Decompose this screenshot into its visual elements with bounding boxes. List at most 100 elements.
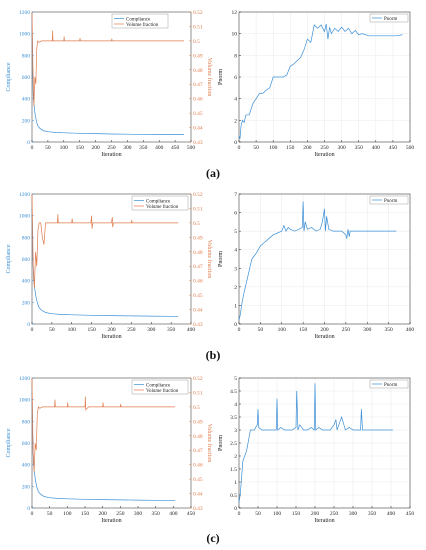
y-right-tick-label: 0.48 [193, 250, 203, 256]
x-tick-label: 100 [60, 145, 69, 151]
compliance-volume-chart-b: 0 50 100 150 200 250 300 350 400 0 200 400 600 800 100… [6, 192, 213, 340]
x-tick-label: 250 [116, 511, 125, 517]
volume-fraction-line [31, 193, 179, 288]
y-right-tick-label: 0.46 [193, 97, 203, 103]
x-tick-label: 0 [238, 327, 241, 333]
y-right-tick-label: 0.52 [193, 376, 203, 382]
y-axis-title: Pnorm [218, 69, 224, 85]
y-left-tick-label: 0 [27, 322, 30, 328]
y-left-tick-label: 1000 [19, 398, 30, 404]
x-tick-label: 150 [292, 511, 301, 517]
x-tick-label: 100 [278, 327, 287, 333]
y-right-axis-title: Volume fraction [206, 240, 213, 279]
x-tick-label: 400 [372, 145, 381, 151]
x-tick-label: 350 [355, 145, 364, 151]
x-tick-label: 450 [389, 145, 398, 151]
x-tick-label: 500 [406, 145, 415, 151]
y-tick-label: 2.5 [230, 441, 237, 447]
pnorm-chart-b: 0 50 100 150 200 250 300 350 400 0 1 2 3 4 5 6 7 Iteratio… [218, 192, 414, 340]
y-tick-label: 6 [234, 75, 237, 81]
y-right-tick-label: 0.43 [193, 506, 203, 512]
x-axis-title: Iteration [314, 334, 334, 340]
x-tick-label: 250 [107, 145, 116, 151]
y-right-tick-label: 0.49 [193, 419, 203, 425]
legend-box [369, 379, 409, 389]
x-tick-label: 200 [107, 327, 116, 333]
y-tick-label: 0 [234, 506, 237, 512]
x-tick-label: 500 [187, 145, 196, 151]
y-left-tick-label: 200 [22, 300, 31, 306]
y-left-tick-label: 600 [22, 257, 31, 263]
y-tick-label: 4.5 [230, 389, 237, 395]
x-tick-label: 50 [258, 327, 264, 333]
y-right-tick-label: 0.47 [193, 264, 203, 270]
x-tick-label: 450 [406, 511, 415, 517]
legend-box [369, 13, 409, 23]
y-right-tick-label: 0.49 [193, 53, 203, 59]
x-tick-label: 250 [342, 327, 351, 333]
compliance-volume-chart-a: 0 50 100 150 200 250 300 350 400 450 500 0 200 400 600… [6, 10, 213, 158]
x-tick-label: 350 [139, 145, 148, 151]
x-tick-label: 400 [387, 511, 396, 517]
y-tick-label: 0.5 [230, 493, 237, 499]
y-right-tick-label: 0.51 [193, 390, 203, 396]
x-tick-label: 0 [31, 511, 34, 517]
y-tick-label: 5 [234, 229, 237, 235]
x-tick-label: 350 [368, 511, 377, 517]
panel-label-c: (c) [206, 531, 220, 545]
x-tick-label: 200 [320, 327, 329, 333]
x-tick-label: 350 [385, 327, 394, 333]
legend-label: Volume fraction [146, 389, 179, 394]
y-tick-label: 0 [234, 140, 237, 146]
y-right-tick-label: 0.43 [193, 140, 203, 146]
y-left-axis-title: Compliance [6, 244, 12, 273]
y-tick-label: 7 [234, 192, 237, 198]
x-tick-label: 250 [127, 327, 136, 333]
y-tick-label: 4 [234, 248, 237, 254]
x-tick-label: 450 [171, 145, 180, 151]
x-axis-title: Iteration [314, 518, 334, 524]
y-tick-label: 6 [234, 211, 237, 217]
y-right-tick-label: 0.51 [193, 24, 203, 30]
x-tick-label: 350 [167, 327, 176, 333]
x-tick-label: 300 [134, 511, 143, 517]
compliance-line [31, 17, 184, 135]
volume-fraction-line [31, 11, 184, 106]
y-tick-label: 2 [234, 118, 237, 124]
x-axis-title: Iteration [101, 518, 121, 524]
x-tick-label: 300 [147, 327, 156, 333]
y-right-tick-label: 0.47 [193, 82, 203, 88]
y-right-axis-title: Volume fraction [206, 58, 213, 97]
x-tick-label: 100 [269, 145, 278, 151]
y-left-axis-title: Compliance [6, 62, 12, 91]
y-tick-label: 3 [234, 428, 237, 434]
y-tick-label: 8 [234, 53, 237, 59]
y-right-tick-label: 0.46 [193, 463, 203, 469]
y-left-tick-label: 1200 [19, 376, 30, 382]
x-tick-label: 200 [99, 511, 108, 517]
y-left-tick-label: 1200 [19, 10, 30, 16]
y-left-tick-label: 400 [22, 463, 31, 469]
y-tick-label: 12 [232, 10, 238, 16]
y-tick-label: 10 [232, 32, 238, 38]
y-right-tick-label: 0.45 [193, 111, 203, 117]
x-tick-label: 400 [169, 511, 178, 517]
y-left-tick-label: 400 [22, 279, 31, 285]
y-tick-label: 1 [234, 303, 237, 309]
y-tick-label: 2 [234, 285, 237, 291]
legend-label: Volume fraction [146, 205, 179, 210]
y-right-tick-label: 0.52 [193, 192, 203, 198]
x-tick-label: 0 [31, 145, 34, 151]
x-tick-label: 400 [155, 145, 164, 151]
y-left-tick-label: 1000 [19, 214, 30, 220]
legend-box [369, 195, 409, 205]
plot-frame [31, 377, 192, 509]
legend-box [111, 13, 169, 29]
y-right-tick-label: 0.45 [193, 293, 203, 299]
volume-fraction-line [31, 377, 176, 472]
y-left-tick-label: 0 [27, 140, 30, 146]
legend-box [131, 195, 189, 211]
y-left-tick-label: 1000 [19, 32, 30, 38]
x-axis-title: Iteration [314, 152, 334, 158]
x-tick-label: 50 [255, 511, 261, 517]
